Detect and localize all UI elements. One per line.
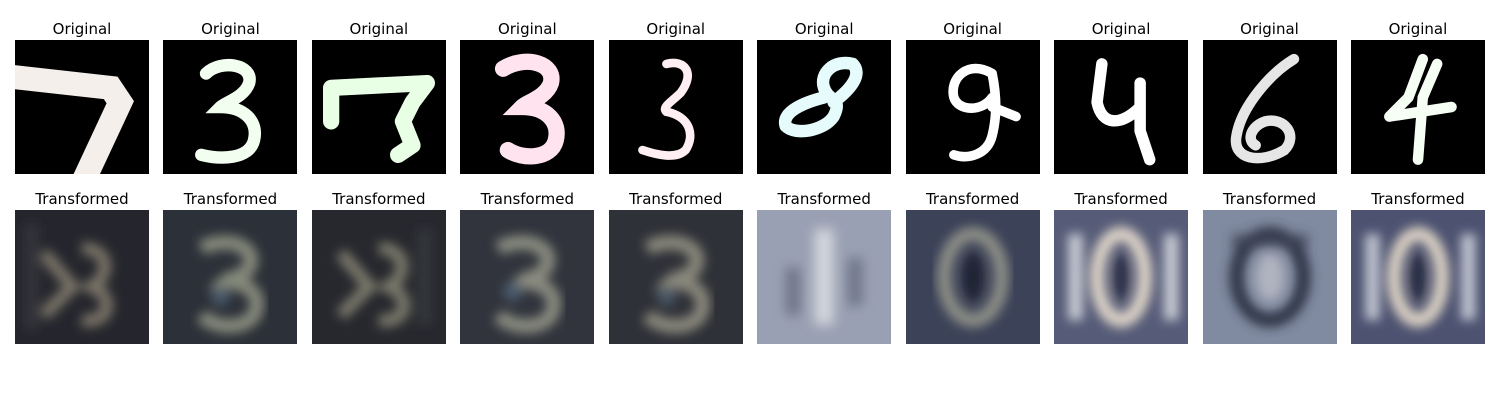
- transformed-row: Transformed Transformed: [15, 188, 1487, 344]
- original-title: Original: [943, 20, 1002, 38]
- transformed-image: [311, 210, 446, 344]
- transformed-image: [15, 210, 149, 344]
- original-cell: Original: [311, 18, 446, 174]
- transformed-title: Transformed: [1074, 190, 1168, 208]
- transformed-title: Transformed: [183, 190, 278, 208]
- original-image: [1202, 40, 1337, 174]
- transformed-cell: Transformed: [163, 188, 298, 344]
- original-cell: Original: [163, 18, 298, 174]
- transformed-cell: Transformed: [1054, 188, 1189, 344]
- transformed-image: [608, 210, 743, 344]
- original-image: [1054, 40, 1189, 174]
- transformed-image: [1054, 210, 1189, 344]
- original-title: Original: [1091, 20, 1151, 38]
- transformed-image: [1202, 210, 1337, 344]
- transformed-title: Transformed: [925, 190, 1020, 208]
- transformed-image: [163, 210, 298, 344]
- original-cell: Original: [15, 18, 149, 174]
- transformed-cell: Transformed: [905, 188, 1040, 344]
- transformed-image: [905, 210, 1040, 344]
- image-grid: Original Original Original: [15, 18, 1487, 358]
- transformed-image: [757, 210, 892, 344]
- transformed-cell: Transformed: [311, 188, 446, 344]
- original-image: [905, 40, 1040, 174]
- original-title: Original: [1388, 20, 1448, 38]
- original-row: Original Original Original: [15, 18, 1487, 174]
- original-title: Original: [794, 20, 854, 38]
- original-title: Original: [1240, 20, 1299, 38]
- transformed-image: [1350, 210, 1485, 344]
- original-title: Original: [349, 20, 409, 38]
- original-cell: Original: [608, 18, 743, 174]
- transformed-cell: Transformed: [1350, 188, 1485, 344]
- transformed-cell: Transformed: [757, 188, 892, 344]
- transformed-cell: Transformed: [1202, 188, 1337, 344]
- original-cell: Original: [905, 18, 1040, 174]
- transformed-cell: Transformed: [608, 188, 743, 344]
- transformed-title: Transformed: [777, 190, 871, 208]
- original-title: Original: [201, 20, 260, 38]
- original-image: [757, 40, 892, 174]
- transformed-title: Transformed: [629, 190, 723, 208]
- original-image: [15, 40, 149, 174]
- transformed-title: Transformed: [1222, 190, 1317, 208]
- original-cell: Original: [1054, 18, 1189, 174]
- original-image: [163, 40, 298, 174]
- transformed-title: Transformed: [1371, 190, 1465, 208]
- original-image: [311, 40, 446, 174]
- original-title: Original: [646, 20, 706, 38]
- transformed-title: Transformed: [480, 190, 574, 208]
- transformed-title: Transformed: [35, 190, 129, 208]
- original-image: [460, 40, 595, 174]
- original-title: Original: [497, 20, 557, 38]
- original-cell: Original: [1202, 18, 1337, 174]
- original-image: [1350, 40, 1485, 174]
- transformed-title: Transformed: [332, 190, 426, 208]
- transformed-image: [460, 210, 595, 344]
- original-cell: Original: [1350, 18, 1485, 174]
- original-image: [608, 40, 743, 174]
- original-cell: Original: [460, 18, 595, 174]
- original-cell: Original: [757, 18, 892, 174]
- transformed-cell: Transformed: [15, 188, 149, 344]
- original-title: Original: [52, 20, 112, 38]
- transformed-cell: Transformed: [460, 188, 595, 344]
